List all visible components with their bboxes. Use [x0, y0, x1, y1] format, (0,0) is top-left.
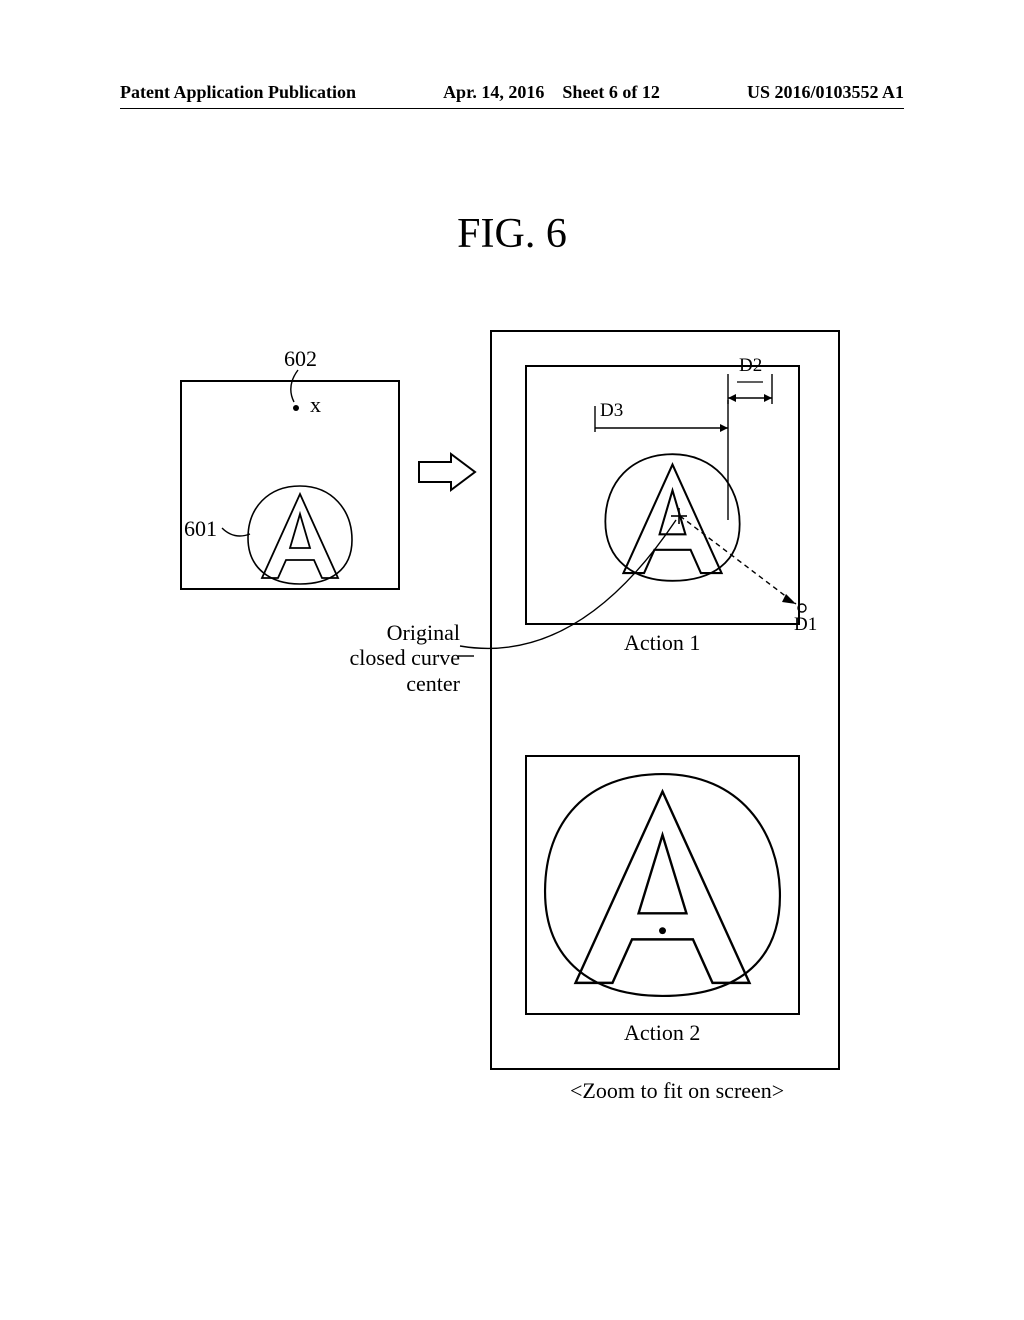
leader-curve-center [458, 516, 698, 666]
curve-label-3: center [406, 671, 460, 696]
publication-number: US 2016/0103552 A1 [747, 82, 904, 103]
curve-center-label: Original closed curve center [330, 620, 460, 696]
publication-type: Patent Application Publication [120, 82, 356, 103]
leader-602 [278, 368, 318, 408]
d2-label: D2 [739, 355, 762, 377]
ref-601: 601 [184, 516, 217, 542]
d3-label: D3 [600, 400, 623, 422]
transition-arrow-icon [415, 450, 481, 494]
letter-a-action2 [532, 762, 793, 1008]
curve-label-tick [458, 652, 474, 660]
figure-canvas: x 602 601 D2 D3 [120, 330, 904, 1130]
sheet-text: Sheet 6 of 12 [562, 82, 660, 102]
page-header: Patent Application Publication Apr. 14, … [120, 82, 904, 103]
bottom-caption: <Zoom to fit on screen> [570, 1078, 784, 1104]
letter-a-left [240, 480, 360, 590]
date-text: Apr. 14, 2016 [443, 82, 544, 102]
header-rule [120, 108, 904, 109]
curve-label-1: Original [387, 620, 460, 645]
leader-601 [218, 520, 254, 546]
curve-label-2: closed curve [349, 645, 460, 670]
action2-label: Action 2 [624, 1020, 700, 1046]
dashed-arrow-d1 [678, 514, 818, 614]
publication-date: Apr. 14, 2016 Sheet 6 of 12 [443, 82, 660, 103]
d1-label: D1 [794, 614, 817, 636]
figure-title: FIG. 6 [0, 210, 1024, 258]
